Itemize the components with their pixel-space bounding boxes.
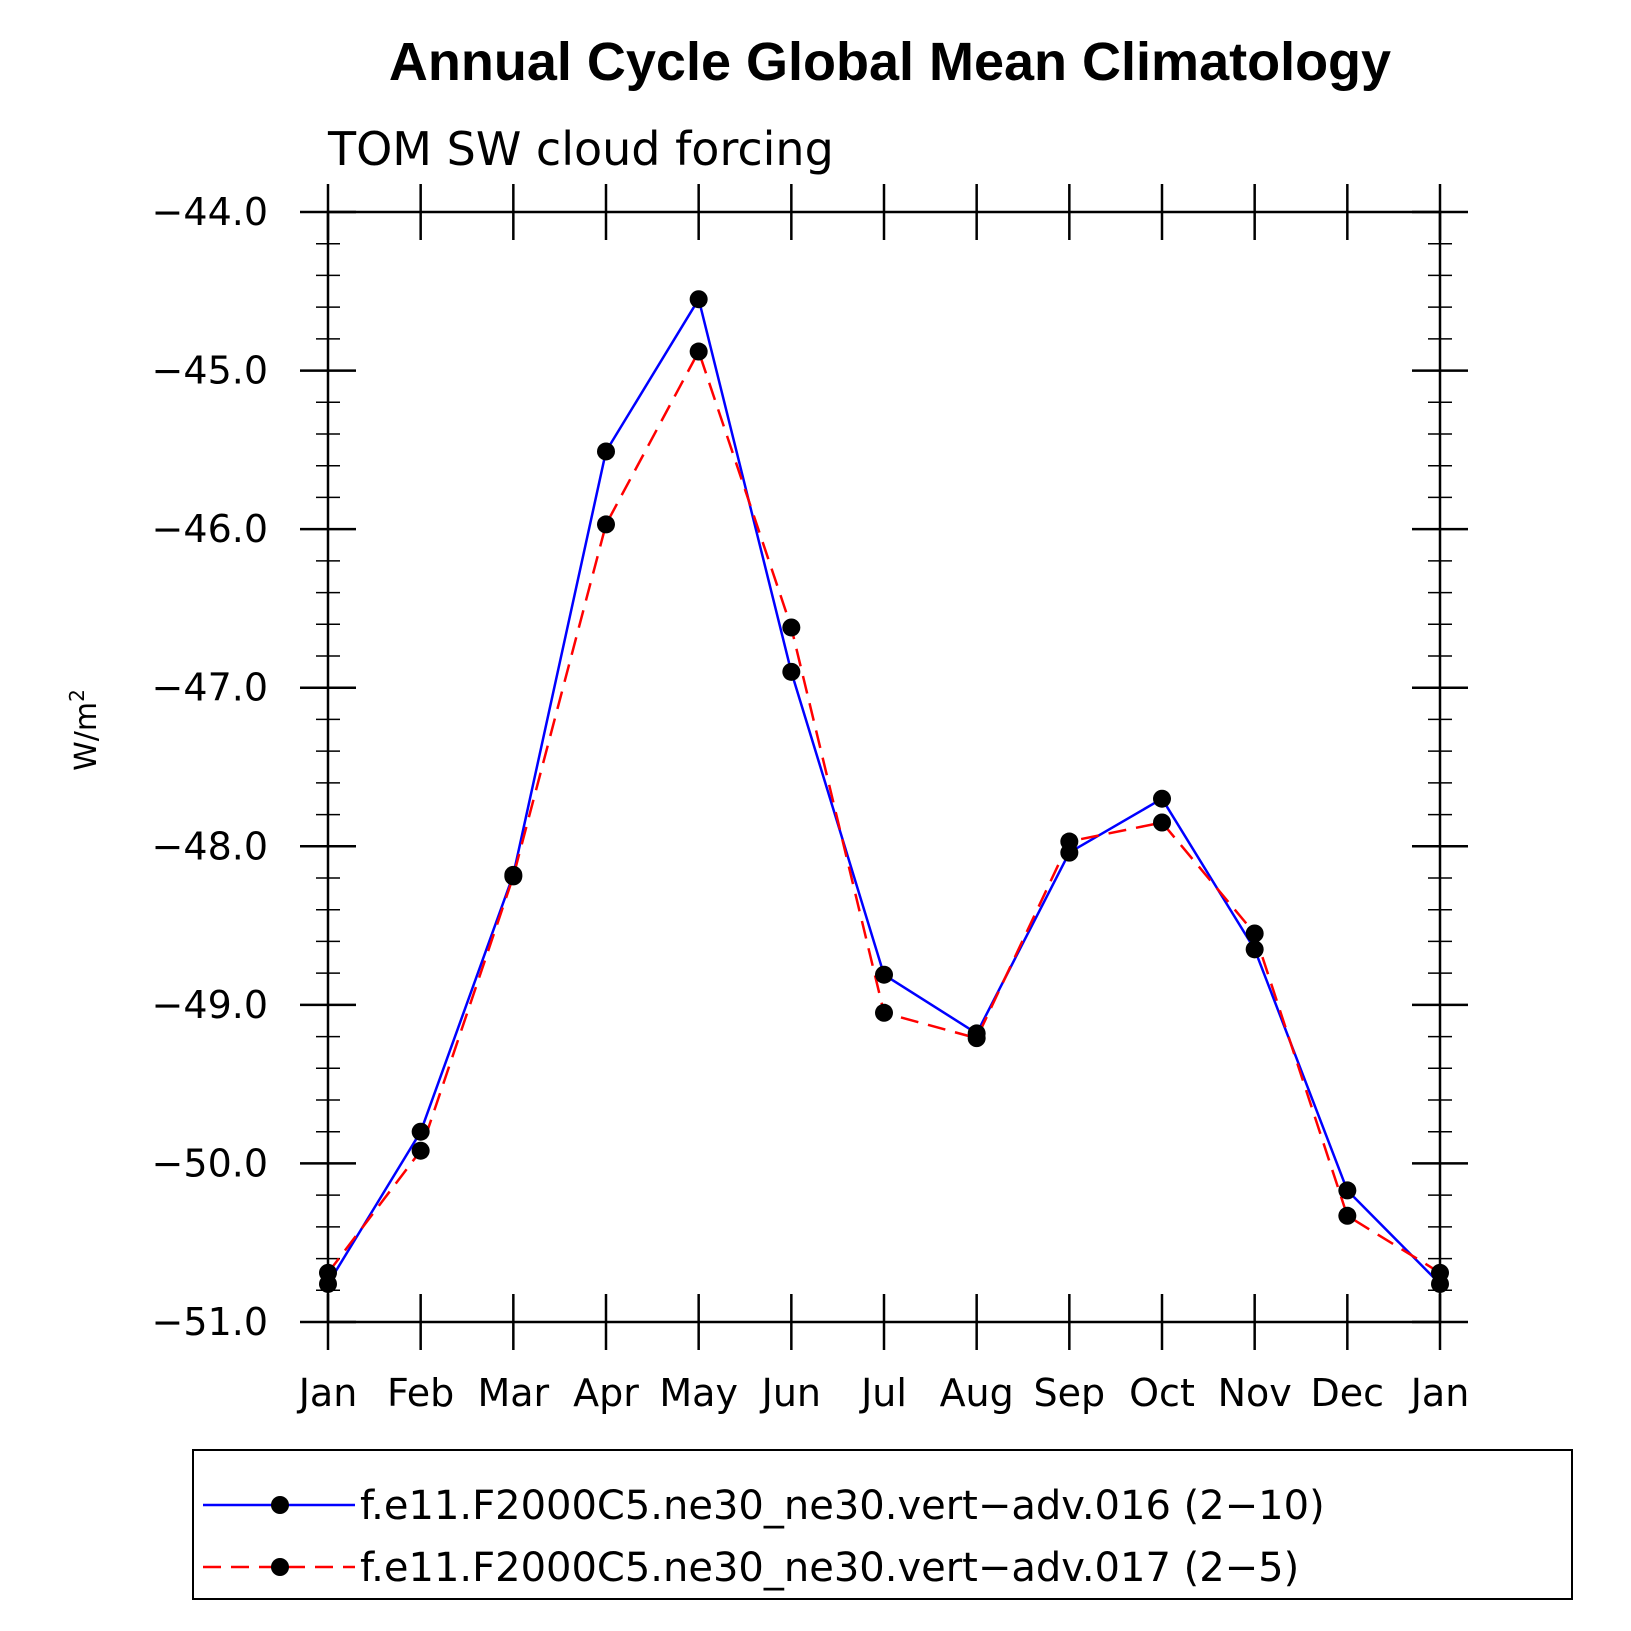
x-tick-label: Oct	[1129, 1371, 1195, 1415]
y-tick-label: −45.0	[152, 349, 268, 393]
y-axis-labels: −44.0 −45.0 −46.0 −47.0 −48.0 −49.0 −50.0 −51.0	[152, 190, 268, 1344]
y-tick-label: −50.0	[152, 1141, 268, 1185]
series-2-point	[875, 1003, 893, 1022]
x-tick-label: Nov	[1218, 1371, 1292, 1415]
series-2-point	[967, 1029, 986, 1048]
x-tick-label: Jan	[297, 1371, 358, 1415]
x-tick-label: Dec	[1311, 1371, 1385, 1415]
series-layer	[319, 290, 1449, 1293]
x-tick-label: Jan	[1409, 1371, 1470, 1415]
y-tick-label: −44.0	[152, 190, 268, 234]
y-tick-label: −47.0	[152, 666, 268, 710]
legend-marker-2	[271, 1558, 289, 1576]
y-tick-label: −48.0	[152, 824, 268, 868]
legend-label-2: f.e11.F2000C5.ne30_ne30.vert−adv.017 (2−…	[360, 1545, 1299, 1591]
y-tick-label: −46.0	[152, 507, 268, 551]
series-1-point	[411, 1122, 430, 1141]
x-tick-label: Apr	[573, 1371, 639, 1415]
series-1-point	[689, 290, 708, 309]
y-axis-label: W/m2	[65, 689, 104, 771]
legend: f.e11.F2000C5.ne30_ne30.vert−adv.016 (2−…	[192, 1449, 1573, 1600]
x-tick-label: Aug	[940, 1371, 1014, 1415]
legend-label-1: f.e11.F2000C5.ne30_ne30.vert−adv.016 (2−…	[360, 1483, 1325, 1529]
y-tick-label: −51.0	[152, 1300, 268, 1344]
chart-title: Annual Cycle Global Mean Climatology	[389, 32, 1391, 92]
series-1-point	[597, 442, 615, 461]
series-2-point	[1060, 832, 1079, 851]
y-axis-label-superscript: 2	[65, 689, 89, 702]
x-tick-label: May	[659, 1371, 738, 1415]
series-1-point	[1153, 789, 1171, 808]
series-line-2	[327, 350, 1441, 1274]
series-2-point	[1153, 813, 1171, 832]
x-tick-label: Feb	[387, 1371, 454, 1415]
series-1-point	[1338, 1181, 1357, 1200]
legend-items: f.e11.F2000C5.ne30_ne30.vert−adv.016 (2−…	[203, 1483, 1325, 1591]
series-1-point	[1245, 940, 1264, 959]
y-tick-label: −49.0	[152, 983, 268, 1027]
series-2-point	[597, 515, 615, 534]
series-2-point	[1338, 1206, 1357, 1225]
series-line-1	[326, 297, 1441, 1285]
series-2-point	[504, 867, 523, 886]
y-axis-label-unit: W/m	[69, 702, 104, 771]
legend-marker-1	[271, 1496, 289, 1514]
series-2-point	[1245, 924, 1264, 943]
major-ticks	[300, 184, 1468, 1350]
series-1-point	[875, 965, 893, 984]
series-2-point	[689, 342, 708, 361]
minor-ticks	[316, 211, 1452, 1323]
legend-box	[192, 1449, 1573, 1600]
chart-subtitle: TOM SW cloud forcing	[327, 122, 834, 176]
x-tick-label: Jun	[760, 1371, 821, 1415]
series-2-point	[782, 618, 801, 637]
x-tick-label: Mar	[477, 1371, 549, 1415]
x-axis-labels: Jan Feb Mar Apr May Jun Jul Aug Sep Oct Nov Dec Jan	[297, 1371, 1470, 1415]
plot-frame	[326, 210, 1442, 1324]
x-tick-label: Sep	[1034, 1371, 1106, 1415]
x-tick-label: Jul	[859, 1371, 907, 1415]
series-2-point	[411, 1141, 430, 1160]
series-1-point	[782, 662, 801, 681]
